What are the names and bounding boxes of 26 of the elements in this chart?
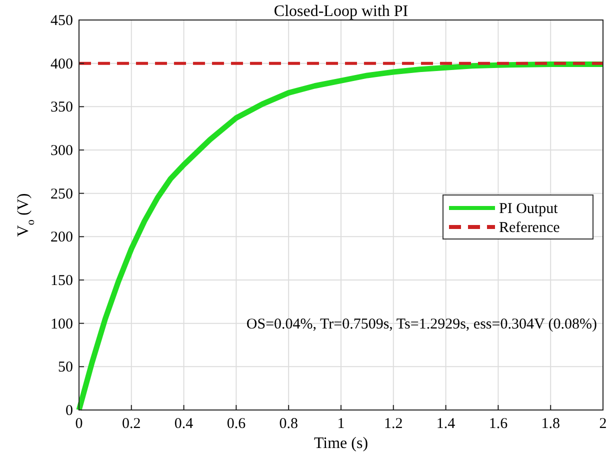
legend-label: Reference — [499, 220, 560, 236]
legend-label: PI Output — [499, 201, 559, 217]
y-tick-label: 0 — [66, 403, 73, 419]
y-tick-label: 150 — [50, 273, 73, 289]
chart-title: Closed-Loop with PI — [274, 3, 408, 20]
x-tick-label: 0 — [75, 416, 83, 432]
x-tick-label: 0.2 — [122, 416, 141, 432]
x-axis-title: Time (s) — [314, 435, 368, 452]
y-tick-label: 100 — [50, 316, 73, 332]
x-tick-label: 1.4 — [436, 416, 456, 432]
y-tick-label: 350 — [50, 100, 73, 116]
x-tick-label: 1.8 — [541, 416, 560, 432]
y-tick-label: 300 — [50, 143, 73, 159]
x-tick-label: 0.6 — [226, 416, 246, 432]
x-tick-label: 1 — [337, 416, 345, 432]
y-tick-label: 400 — [50, 56, 73, 72]
x-tick-label: 1.6 — [488, 416, 508, 432]
x-tick-label: 0.8 — [279, 416, 298, 432]
x-tick-label: 2 — [599, 416, 607, 432]
y-tick-label: 250 — [50, 186, 73, 202]
x-tick-label: 0.4 — [174, 416, 194, 432]
y-tick-label: 200 — [50, 230, 73, 246]
x-tick-label: 1.2 — [384, 416, 403, 432]
annotation: OS=0.04%, Tr=0.7509s, Ts=1.2929s, ess=0.304V (0.08%) — [246, 316, 597, 332]
y-tick-label: 50 — [58, 360, 73, 376]
y-tick-label: 450 — [50, 13, 73, 29]
